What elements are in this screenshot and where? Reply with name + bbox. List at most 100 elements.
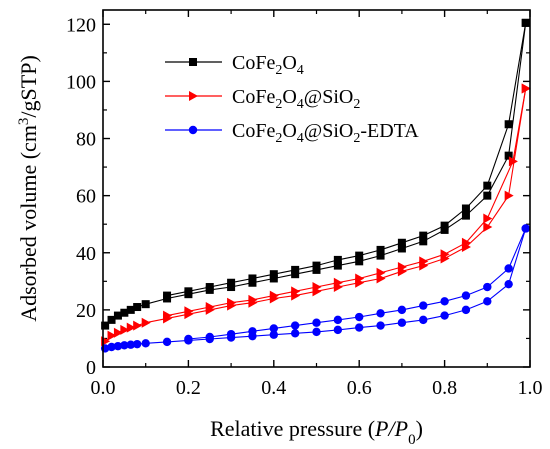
series-1-desorption-point <box>440 249 450 260</box>
series-1-desorption-point <box>291 286 301 297</box>
series-0-adsorption-point <box>107 315 116 324</box>
series-2-adsorption-point <box>113 341 123 351</box>
series-0-desorption-point <box>333 255 342 264</box>
x-tick-label: 0.4 <box>261 377 286 399</box>
series-0-adsorption-point <box>376 251 385 260</box>
series-1-desorption-point <box>376 267 386 278</box>
series-2-desorption-point <box>184 334 193 344</box>
series-1-desorption-point <box>227 297 237 308</box>
series-0-adsorption-point <box>126 305 135 314</box>
series-2-adsorption-point <box>126 340 135 349</box>
legend-label-part: CoFe <box>232 52 275 74</box>
y-axis-title-pre: Adsorbed volume (cm <box>16 125 41 322</box>
series-2-adsorption-point <box>333 325 343 335</box>
series-0-adsorption-point <box>312 265 321 274</box>
series-0-desorption-point <box>291 265 300 274</box>
series-1-adsorption-point <box>113 327 123 338</box>
series-2-desorption-point <box>333 315 343 325</box>
x-axis-title-sep: / <box>386 416 396 441</box>
series-0-adsorption-point <box>133 303 142 312</box>
series-1-adsorption-point <box>126 322 136 333</box>
series-2-desorption-point <box>419 301 428 310</box>
x-tick-label: 0.2 <box>176 377 201 399</box>
series-1-desorption-point <box>248 294 258 305</box>
legend-label-part: CoFe <box>232 120 275 142</box>
series-1-desorption-point <box>461 237 471 248</box>
series-2-adsorption-point <box>120 341 129 350</box>
series-1-desorption-point <box>184 306 194 317</box>
series-0-adsorption-point <box>397 244 406 253</box>
series-0-desorption-point <box>184 287 193 296</box>
y-tick-label: 80 <box>76 129 96 151</box>
legend-label-part: O <box>282 52 296 74</box>
series-0-desorption-point <box>440 221 449 230</box>
series-1-desorption-point <box>333 277 343 288</box>
x-axis-title-post: ) <box>416 416 423 441</box>
series-2-desorption-point <box>461 291 471 300</box>
legend-label-part: O <box>282 86 296 108</box>
legend-label-part: O <box>282 120 296 142</box>
y-tick-label: 40 <box>76 243 96 265</box>
y-axis-title-post: /gSTP) <box>16 55 41 117</box>
x-axis-title-sub: 0 <box>408 432 416 448</box>
series-2-adsorption-point <box>269 330 278 339</box>
series-0-adsorption-point <box>113 311 122 320</box>
series-2-desorption-point <box>312 318 321 327</box>
series-2-desorption-point <box>248 327 257 336</box>
series-0-adsorption-point <box>483 191 492 200</box>
series-1-adsorption-point <box>133 320 143 331</box>
x-tick-label: 0.8 <box>432 377 457 399</box>
x-axis-title-var2: P <box>394 416 408 441</box>
x-tick-label: 0.6 <box>347 377 372 399</box>
legend-label-1: CoFe2O4@SiO2 <box>232 86 360 112</box>
series-1-desorption-point <box>205 302 215 313</box>
legend-label-part: 2 <box>353 131 360 146</box>
series-0-adsorption-point <box>419 237 428 246</box>
x-axis-title: Relative pressure (P/P0) <box>210 416 423 448</box>
series-1-adsorption-point <box>141 317 151 328</box>
series-0-desorption-point <box>483 181 492 190</box>
series-2-adsorption-point <box>312 327 321 337</box>
grid-and-ticks: 0.0 0.2 0.4 0.6 0.8 1.0 0 20 40 60 80 100 120 <box>66 10 543 399</box>
legend-label-part: @SiO <box>304 86 354 108</box>
series-1-adsorption-point <box>483 222 493 233</box>
y-tick-label: 0 <box>86 357 96 379</box>
legend-label-part: 4 <box>297 63 304 78</box>
series-2-desorption-point <box>504 264 513 273</box>
series-2-adsorption-point <box>440 311 449 320</box>
series-0-adsorption-point <box>440 225 449 234</box>
legend-label-part: 2 <box>275 131 282 146</box>
series-1-desorption-point <box>269 290 279 301</box>
legend-label-part: 2 <box>275 97 282 112</box>
legend-label-0: CoFe2O4 <box>232 52 304 78</box>
y-axis-title: Adsorbed volume (cm3/gSTP) <box>16 55 41 322</box>
legend-label-part: @SiO <box>304 120 354 142</box>
series-markers <box>100 18 531 353</box>
series-0-adsorption-point <box>120 308 129 317</box>
series-1-desorption-point <box>312 282 322 293</box>
legend-marker-0 <box>189 58 197 66</box>
series-2-adsorption-point <box>107 342 116 352</box>
series-2-adsorption-point <box>483 297 492 306</box>
series-1-desorption-point <box>163 310 173 321</box>
series-2-adsorption-point <box>461 305 471 315</box>
series-2-adsorption-point <box>504 279 513 289</box>
series-0-adsorption-point <box>141 300 150 309</box>
series-0-adsorption-point <box>101 321 110 330</box>
series-2-adsorption-point <box>376 321 385 330</box>
y-tick-label: 100 <box>66 71 96 93</box>
series-1-desorption-point <box>521 83 531 94</box>
legend-label-part: CoFe <box>232 86 275 108</box>
series-2-desorption-point <box>290 321 300 330</box>
series-1-desorption-point <box>419 256 429 267</box>
series-0-desorption-point <box>269 270 278 279</box>
series-0-adsorption-point <box>461 211 470 220</box>
series-2-desorption-point <box>440 297 449 306</box>
series-0-desorption-line <box>166 22 527 297</box>
series-0-desorption-point <box>419 231 428 240</box>
x-axis-title-pre: Relative pressure ( <box>210 416 375 441</box>
series-0-adsorption-point <box>269 274 278 283</box>
series-2-desorption-point <box>205 332 214 342</box>
series-0-desorption-point <box>521 18 530 27</box>
